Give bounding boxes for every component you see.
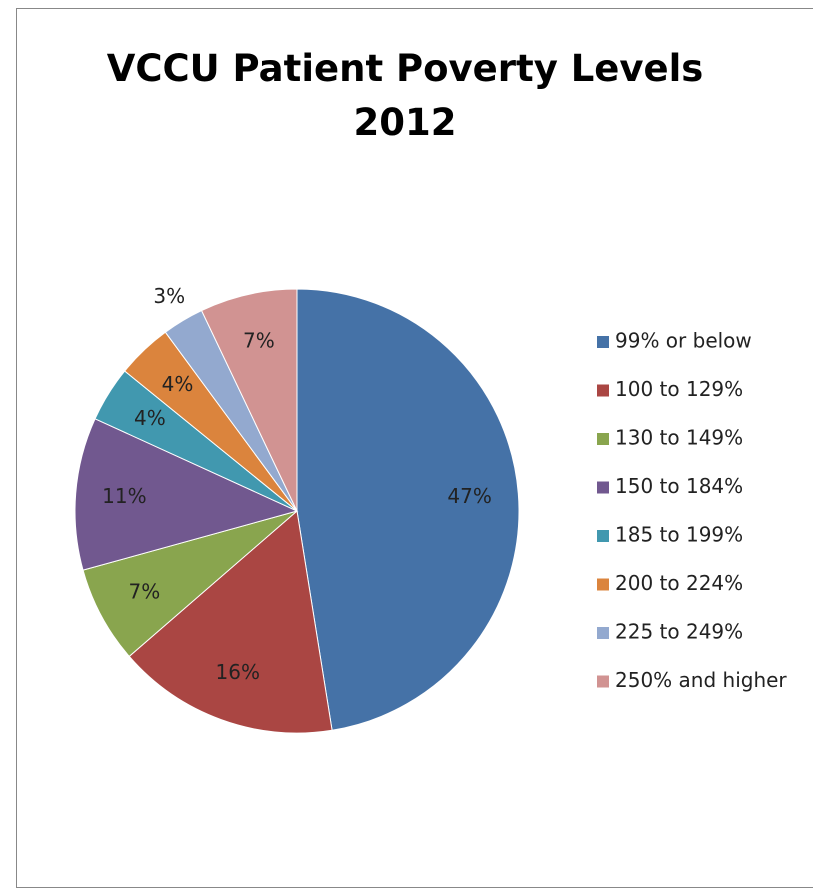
legend-swatch [597,578,609,591]
legend-swatch [597,530,609,542]
legend-label: 200 to 224% [615,571,743,595]
legend-label: 185 to 199% [615,523,743,547]
legend-swatch [597,384,609,397]
legend-swatch [597,433,609,445]
chart: 47% 16% 7% 11% 4% 4% 3% 7% 99% or below 100 to 12… [74,284,787,734]
legend-label: 225 to 249% [615,620,743,644]
data-label: 4% [134,406,166,430]
pie-slice [128,510,333,734]
legend-label: 150 to 184% [615,474,743,498]
legend-swatch [597,481,609,494]
pie-slice [200,288,298,512]
legend-swatch [597,627,609,639]
data-label: 11% [102,484,146,508]
legend-label: 99% or below [615,329,752,353]
data-label: 7% [129,579,161,603]
data-label: 3% [153,284,185,308]
pie-slice [74,418,299,571]
data-label: 16% [216,660,260,684]
legend-swatch [597,336,609,348]
legend-label: 250% and higher [615,668,787,692]
legend-swatch [597,675,609,688]
data-label: 7% [243,329,275,353]
data-label: 4% [162,372,194,396]
pie-slice [296,288,520,731]
legend-label: 100 to 129% [615,377,743,401]
data-label: 47% [447,484,491,508]
legend-label: 130 to 149% [615,426,743,450]
chart-title: VCCU Patient Poverty Levels 2012 [106,47,704,144]
